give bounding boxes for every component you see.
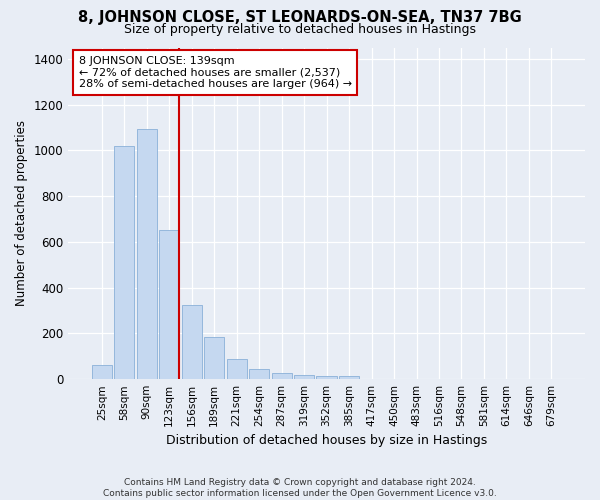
X-axis label: Distribution of detached houses by size in Hastings: Distribution of detached houses by size … [166, 434, 487, 448]
Bar [137, 128, 157, 379]
Bar [249, 369, 269, 379]
Text: 8, JOHNSON CLOSE, ST LEONARDS-ON-SEA, TN37 7BG: 8, JOHNSON CLOSE, ST LEONARDS-ON-SEA, TN… [78, 10, 522, 25]
Text: Size of property relative to detached houses in Hastings: Size of property relative to detached ho… [124, 22, 476, 36]
Text: Contains HM Land Registry data © Crown copyright and database right 2024.
Contai: Contains HM Land Registry data © Crown c… [103, 478, 497, 498]
Text: 8 JOHNSON CLOSE: 139sqm
← 72% of detached houses are smaller (2,537)
28% of semi: 8 JOHNSON CLOSE: 139sqm ← 72% of detache… [79, 56, 352, 89]
Bar [272, 373, 292, 379]
Bar [294, 375, 314, 379]
Y-axis label: Number of detached properties: Number of detached properties [15, 120, 28, 306]
Bar [114, 146, 134, 379]
Bar [92, 366, 112, 379]
Bar [159, 230, 179, 379]
Bar [339, 376, 359, 379]
Bar [316, 376, 337, 379]
Bar [182, 305, 202, 379]
Bar [227, 358, 247, 379]
Bar [204, 337, 224, 379]
